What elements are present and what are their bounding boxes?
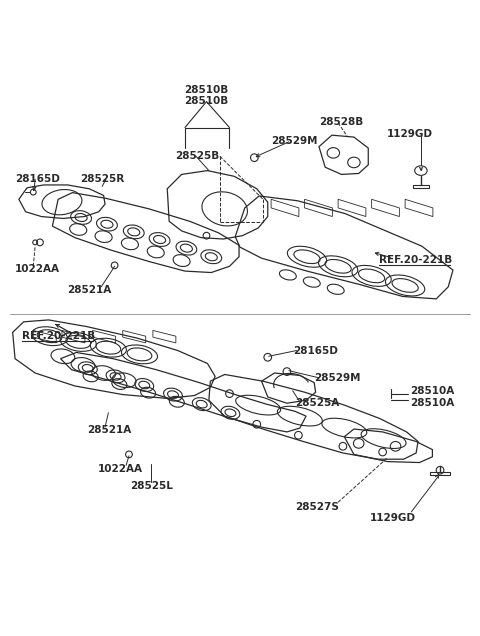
Text: 1022AA: 1022AA — [15, 264, 60, 274]
Text: REF.20-221B: REF.20-221B — [22, 331, 96, 341]
Text: 28165D: 28165D — [15, 174, 60, 184]
Text: 28525L: 28525L — [130, 481, 173, 492]
Text: 28525B: 28525B — [175, 151, 220, 162]
Text: 28521A: 28521A — [87, 425, 131, 436]
Text: 28527S: 28527S — [295, 502, 338, 512]
Text: 1022AA: 1022AA — [98, 464, 143, 474]
Text: 28525A: 28525A — [295, 398, 339, 408]
Text: 28525R: 28525R — [80, 174, 124, 184]
Text: 28528B: 28528B — [319, 117, 363, 127]
Text: 28510A
28510A: 28510A 28510A — [410, 386, 454, 408]
Text: 28510B
28510B: 28510B 28510B — [184, 85, 228, 106]
Text: REF.20-221B: REF.20-221B — [379, 254, 452, 265]
Text: 1129GD: 1129GD — [370, 513, 416, 523]
Text: 28521A: 28521A — [67, 285, 111, 295]
Text: 28165D: 28165D — [293, 345, 337, 356]
Text: 28529M: 28529M — [271, 136, 318, 146]
Text: 1129GD: 1129GD — [387, 128, 433, 139]
Text: 28529M: 28529M — [314, 373, 360, 383]
